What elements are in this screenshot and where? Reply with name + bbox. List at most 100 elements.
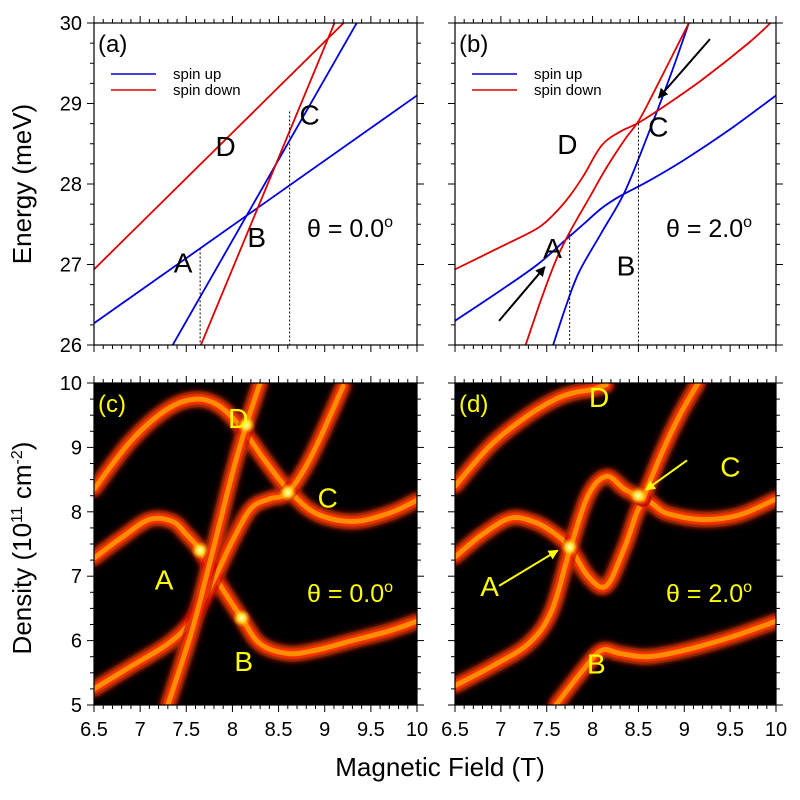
y-tick-label: 27 (60, 255, 82, 277)
plot-frame (93, 22, 418, 346)
ticks (448, 16, 783, 352)
arrow (498, 549, 559, 587)
x-tick-label: 8.5 (625, 719, 653, 741)
panel-label: (d) (459, 391, 488, 418)
annotations: A B C D (155, 403, 338, 677)
density-trace-middle-branch (455, 496, 776, 590)
crossing-label-b: B (587, 649, 606, 680)
panel-b: A B C D (b) spin up spin down θ = 2.0o (448, 16, 783, 352)
y-axis-label: Density (1011 cm-2) (7, 442, 37, 655)
y-tick-label: 9 (71, 437, 82, 459)
x-tick-label: 8.5 (265, 719, 293, 741)
ticks: 26 27 28 29 30 (60, 13, 424, 357)
density-map (455, 383, 776, 705)
curves (94, 23, 417, 345)
density-trace-lower-branch (94, 383, 346, 692)
crossing-label-d: D (557, 129, 577, 160)
x-tick-label: 9 (319, 719, 330, 741)
panel-d: A B C D (d) θ = 2.0o (448, 376, 783, 712)
ticks (448, 376, 783, 712)
legend-label-spin-up: spin up (173, 66, 221, 83)
crossing-hot-spot (560, 538, 579, 557)
ticks: 5 6 7 8 9 10 (60, 373, 424, 717)
crossing-label-d: D (228, 403, 248, 434)
density-traces (455, 383, 776, 705)
plot-frame (454, 382, 777, 706)
crossing-hot-spot (191, 541, 210, 560)
crossing-label-b: B (617, 250, 636, 281)
crossing-hot-spot (237, 415, 256, 434)
crossing-label-d: D (589, 382, 609, 413)
crossing-label-b: B (234, 646, 253, 677)
arrow (498, 266, 546, 322)
y-tick-label: 8 (71, 502, 82, 524)
theta-annotation: θ = 2.0o (666, 214, 752, 243)
x-tick-label: 10 (406, 719, 428, 741)
y-axis-label: Energy (meV) (7, 104, 37, 264)
plot-frame (454, 22, 777, 346)
crossing-label-a: A (480, 571, 499, 602)
x-tick-label: 7.5 (533, 719, 561, 741)
crossing-label-c: C (648, 112, 668, 143)
panel-a: 26 27 28 29 30 A B C D (a) spin up spin down θ … (7, 13, 424, 357)
series-line-spin-up (94, 94, 417, 325)
density-trace-middle-branch (94, 515, 417, 657)
x-tick-label: 8 (587, 719, 598, 741)
x-tick-label: 8 (227, 719, 238, 741)
x-tick-label: 9.5 (357, 719, 385, 741)
y-tick-label: 5 (71, 695, 82, 717)
panel-label: (b) (459, 31, 488, 58)
y-tick-label: 26 (60, 335, 82, 357)
crossing-label-a: A (174, 247, 193, 278)
x-axis-label: Magnetic Field (T) (335, 752, 545, 782)
annotations: A B C D (498, 38, 711, 345)
x-tick-labels: 6.5 7 7.5 8 8.5 9 9.5 10 6.5 7 7.5 8 8.5 9 9.5 10 (80, 719, 787, 741)
x-tick-label: 7.5 (172, 719, 200, 741)
x-tick-label: 10 (765, 719, 787, 741)
x-tick-label: 7 (495, 719, 506, 741)
density-trace-bottom-branch (553, 618, 776, 705)
legend: spin up spin down (472, 66, 602, 99)
y-tick-label: 7 (71, 566, 82, 588)
legend-label-spin-down: spin down (534, 82, 602, 99)
plot-area (455, 23, 776, 345)
series-line-spin-down (199, 23, 336, 345)
y-tick-label: 6 (71, 631, 82, 653)
density-traces (94, 383, 417, 705)
plot-area (94, 23, 417, 345)
arrow (644, 459, 688, 491)
legend: spin up spin down (111, 66, 241, 99)
crossing-label-c: C (720, 452, 740, 483)
y-tick-label: 28 (60, 174, 82, 196)
panel-c: A B C D 5 6 7 8 9 10 (c) θ = 0.0o Density (1011 … (7, 373, 424, 717)
theta-annotation: θ = 0.0o (307, 579, 393, 608)
density-trace-upper-branch (455, 383, 609, 489)
x-tick-label: 7 (135, 719, 146, 741)
density-map (94, 383, 417, 705)
theta-annotation: θ = 0.0o (307, 214, 393, 243)
y-tick-label: 10 (60, 373, 82, 395)
arrow (657, 38, 711, 99)
annotations: A B C D (480, 382, 740, 680)
series-line-spin-down (455, 23, 772, 271)
density-trace-steep-branch (640, 383, 701, 502)
plot-frame (93, 382, 418, 706)
curves (455, 23, 776, 345)
crossing-hot-spot (629, 486, 648, 505)
legend-label-spin-up: spin up (534, 66, 582, 83)
crossing-label-a: A (155, 564, 174, 595)
x-tick-label: 6.5 (441, 719, 469, 741)
series-line-spin-down (94, 23, 345, 270)
y-tick-label: 30 (60, 13, 82, 35)
x-tick-label: 9 (679, 719, 690, 741)
crossing-label-a: A (543, 233, 562, 264)
x-tick-label: 9.5 (716, 719, 744, 741)
series-line-spin-up (552, 23, 690, 345)
x-tick-label: 6.5 (80, 719, 108, 741)
series-line-spin-up (171, 23, 358, 345)
y-tick-label: 29 (60, 94, 82, 116)
annotations: A B C D (174, 100, 320, 345)
crossing-label-b: B (247, 222, 266, 253)
legend-label-spin-down: spin down (173, 82, 241, 99)
